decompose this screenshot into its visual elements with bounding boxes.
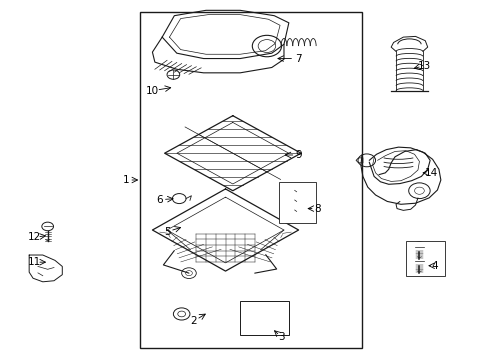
Text: 14: 14 xyxy=(424,168,438,178)
Text: 4: 4 xyxy=(432,261,439,271)
Text: 12: 12 xyxy=(28,232,41,242)
Text: 8: 8 xyxy=(314,203,320,213)
Bar xyxy=(140,12,362,348)
Text: 13: 13 xyxy=(417,61,431,71)
Bar xyxy=(279,182,316,223)
Text: 11: 11 xyxy=(28,257,41,267)
Text: 1: 1 xyxy=(123,175,130,185)
Bar xyxy=(406,241,445,276)
Text: 9: 9 xyxy=(295,150,302,160)
Text: 2: 2 xyxy=(191,316,197,326)
Text: 10: 10 xyxy=(146,86,159,96)
Text: 5: 5 xyxy=(164,227,171,237)
Bar xyxy=(240,301,289,336)
Text: 6: 6 xyxy=(156,195,163,204)
Text: 7: 7 xyxy=(295,54,302,64)
Text: 3: 3 xyxy=(278,332,285,342)
